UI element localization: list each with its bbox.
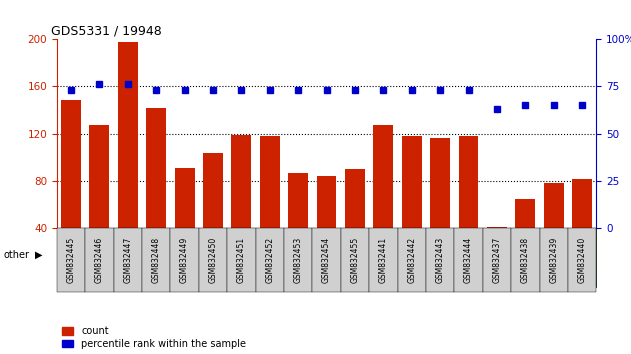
Bar [402,136,422,276]
Bar [85,228,114,292]
Bar [146,108,166,276]
Bar [288,173,308,276]
Text: GDS5331 / 19948: GDS5331 / 19948 [51,25,162,38]
Bar [568,228,596,292]
Text: GSM832448: GSM832448 [151,237,161,283]
Text: GSM832445: GSM832445 [66,237,76,283]
Bar [341,228,369,292]
Text: GSM832437: GSM832437 [492,237,502,283]
Bar [61,101,81,276]
Bar [572,179,592,276]
Text: GSM832438: GSM832438 [521,237,530,283]
Bar [256,228,284,292]
Bar [487,227,507,276]
Text: GSM832444: GSM832444 [464,237,473,283]
Legend: count, percentile rank within the sample: count, percentile rank within the sample [62,326,246,349]
Text: GSM832451: GSM832451 [237,237,246,283]
Bar [118,42,138,276]
Bar [90,125,109,276]
Bar [284,228,312,292]
Text: Santa Olalla lagoon
(unpolluted): Santa Olalla lagoon (unpolluted) [505,254,574,267]
Bar [57,228,85,292]
Bar [175,168,194,276]
Bar [430,138,450,276]
Text: GSM832441: GSM832441 [379,237,388,283]
Bar [199,228,227,292]
Text: GSM832446: GSM832446 [95,237,104,283]
Text: other: other [3,250,29,260]
Bar [345,169,365,276]
Text: GSM832439: GSM832439 [549,237,558,283]
Bar [142,228,170,292]
Bar [454,228,483,292]
Bar [203,153,223,276]
Text: GSM832452: GSM832452 [265,237,274,283]
Bar [170,228,199,292]
Bar [317,176,336,276]
Bar [114,228,142,292]
Text: GSM832449: GSM832449 [180,237,189,283]
Bar [426,228,454,292]
Bar [374,125,393,276]
Text: GSM832453: GSM832453 [293,237,303,283]
Bar [57,228,170,287]
Bar [459,136,478,276]
Bar [483,228,511,292]
Bar [284,228,369,287]
Bar [516,199,535,276]
Text: Domingo Rubio stream
lower course: Domingo Rubio stream lower course [74,254,153,267]
Text: GSM832450: GSM832450 [208,237,218,283]
Text: GSM832454: GSM832454 [322,237,331,283]
Bar [232,135,251,276]
Text: phosphogypsum stacks: phosphogypsum stacks [385,257,467,263]
Bar [369,228,483,287]
Bar [398,228,426,292]
Bar [170,228,284,287]
Bar [511,228,540,292]
Text: GSM832442: GSM832442 [407,237,416,283]
Text: Domingo Rubio stream
medium course: Domingo Rubio stream medium course [187,254,267,267]
Text: GSM832443: GSM832443 [435,237,445,283]
Bar [227,228,256,292]
Text: Domingo Rubio
stream upper course: Domingo Rubio stream upper course [290,254,363,267]
Text: ▶: ▶ [35,250,42,260]
Bar [544,183,563,276]
Bar [483,228,596,287]
Bar [260,136,280,276]
Bar [369,228,398,292]
Text: GSM832455: GSM832455 [350,237,360,283]
Bar [540,228,568,292]
Text: GSM832440: GSM832440 [577,237,587,283]
Bar [312,228,341,292]
Text: GSM832447: GSM832447 [123,237,133,283]
